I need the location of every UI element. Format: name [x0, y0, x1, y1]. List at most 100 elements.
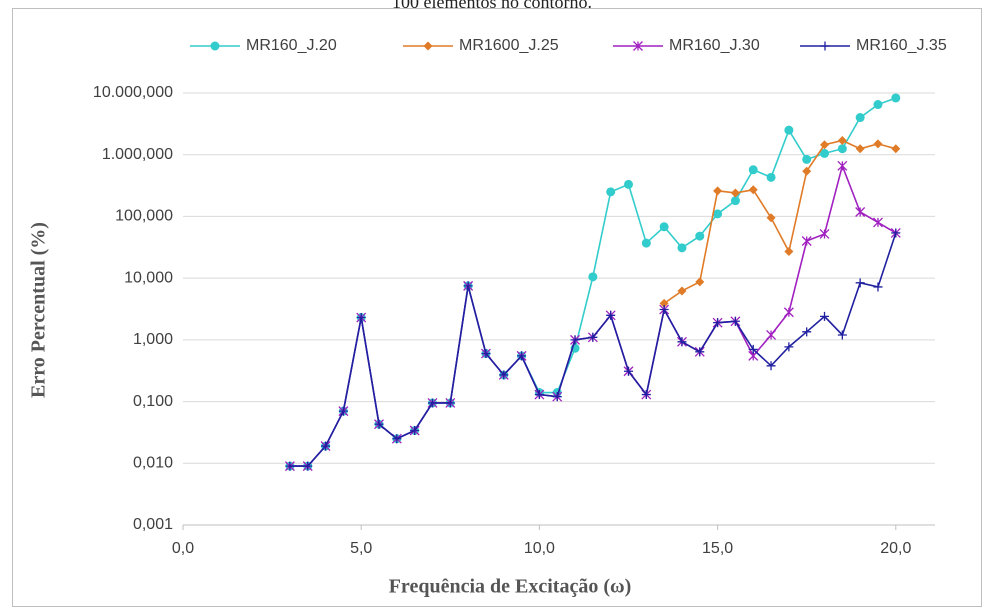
marker-shape [820, 140, 830, 150]
legend-label: MR160_J.20 [246, 37, 337, 54]
y-tick-label: 1.000,000 [102, 146, 173, 163]
marker-shape [713, 318, 723, 328]
y-axis-label: Erro Percentual (%) [28, 222, 50, 398]
marker-shape [766, 361, 776, 371]
marker [873, 139, 883, 149]
marker-shape [766, 213, 776, 223]
marker [606, 310, 616, 320]
marker-shape [713, 209, 723, 219]
marker [730, 188, 740, 198]
marker-shape [677, 286, 687, 296]
marker [606, 187, 616, 197]
marker-shape [445, 398, 455, 408]
x-tick-label: 10,0 [524, 540, 555, 557]
marker-shape [606, 310, 616, 320]
marker [802, 327, 812, 337]
marker-shape [873, 100, 883, 110]
y-tick-label: 100,000 [115, 208, 173, 225]
y-tick-label: 10,000 [124, 269, 173, 286]
marker-shape [427, 398, 437, 408]
marker [784, 125, 794, 135]
marker [356, 313, 366, 323]
marker-shape [873, 282, 883, 292]
marker-shape [837, 135, 847, 145]
marker [820, 148, 830, 158]
marker-shape [588, 332, 598, 342]
marker-shape [855, 207, 866, 217]
marker-shape [677, 337, 687, 347]
marker [392, 434, 402, 444]
marker-shape [766, 330, 777, 340]
x-tick-label: 15,0 [702, 540, 733, 557]
chart-frame [12, 8, 982, 607]
marker [588, 272, 598, 282]
marker-shape [659, 298, 669, 308]
marker-shape [695, 347, 705, 357]
marker-shape [730, 316, 740, 326]
marker [766, 330, 777, 340]
marker [873, 282, 883, 292]
marker-shape [321, 441, 331, 451]
legend-item: MR160_J.20 [190, 37, 337, 54]
marker-shape [623, 366, 633, 376]
marker [499, 370, 509, 380]
marker [766, 172, 776, 182]
marker [784, 342, 794, 352]
marker [730, 316, 740, 326]
marker [820, 140, 830, 150]
marker [766, 213, 776, 223]
marker-shape [641, 238, 651, 248]
x-tick-label: 5,0 [350, 540, 372, 557]
legend-label: MR160_J.35 [856, 37, 947, 54]
marker [695, 347, 705, 357]
marker [210, 41, 220, 51]
marker-shape [784, 342, 794, 352]
marker [285, 461, 295, 471]
marker [891, 93, 901, 103]
marker [784, 247, 794, 257]
marker-shape [855, 113, 865, 123]
marker [855, 144, 865, 154]
marker [623, 366, 633, 376]
marker-shape [820, 41, 830, 51]
marker-shape [423, 41, 433, 51]
marker-shape [499, 370, 509, 380]
marker [713, 318, 723, 328]
marker [855, 207, 866, 217]
marker-shape [855, 278, 865, 288]
marker [748, 165, 758, 175]
marker [713, 209, 723, 219]
marker [855, 113, 865, 123]
marker [873, 100, 883, 110]
marker-shape [633, 41, 643, 51]
marker [570, 335, 580, 345]
marker [891, 144, 901, 154]
marker [819, 228, 830, 239]
x-tick-label: 0,0 [172, 540, 194, 557]
marker-shape [891, 228, 901, 238]
marker [695, 277, 705, 287]
marker-shape [837, 330, 847, 340]
marker [783, 307, 794, 318]
marker-shape [802, 154, 812, 164]
marker-shape [695, 231, 705, 241]
marker-shape [748, 165, 758, 175]
marker [552, 392, 562, 402]
marker-shape [713, 186, 723, 196]
x-tick-label: 20,0 [880, 540, 911, 557]
marker-shape [356, 313, 366, 323]
marker [321, 441, 331, 451]
marker [837, 160, 848, 171]
marker-shape [730, 196, 740, 206]
marker-shape [748, 185, 758, 195]
y-tick-label: 0,001 [133, 516, 173, 533]
legend-item: MR1600_J.25 [403, 37, 559, 54]
marker-shape [837, 160, 848, 171]
marker-shape [891, 93, 901, 103]
chart-title: 100 elementos no contorno. [392, 0, 592, 12]
marker-shape [641, 390, 651, 400]
marker [695, 231, 705, 241]
marker-shape [820, 148, 830, 158]
marker [820, 311, 830, 321]
